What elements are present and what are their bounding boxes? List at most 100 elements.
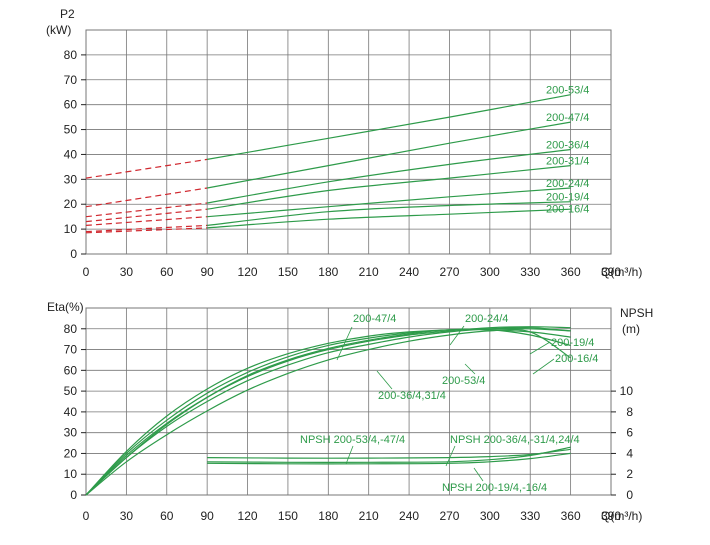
label-200-47: 200-47/4 [353,313,396,325]
y2-axis-label: NPSH [620,306,653,320]
x-tick-label: 360 [561,265,581,279]
x-tick-label: 120 [238,509,258,523]
x-axis-label: Q(m³/h) [601,265,642,279]
series-dashed-200-47/4 [85,187,208,208]
efficiency-npsh-chart: 0 30 60 90 120 150 180 210 240 270 300 330 360 390010… [47,300,653,523]
x-tick-label: 0 [83,265,90,279]
leader-npsh-b [445,445,456,467]
series-label-200-36/4: 200-36/4 [546,139,589,151]
x-tick-label: 300 [480,265,500,279]
series-label-200-16/4: 200-16/4 [546,204,589,216]
series-label-200-53/4: 200-53/4 [546,85,589,97]
leader-npsh-c [473,467,484,482]
power-chart: 200-53/4 200-47/4 200-36/4 200-31/4 200-24/4… [46,7,642,279]
y2-tick-label: 0 [626,488,633,502]
leader-200-53 [464,363,476,375]
series-line-200-53/4 [85,328,571,496]
series-line-200-53/4 [207,94,571,160]
y-tick-label: 10 [64,222,78,236]
x-tick-label: 180 [318,509,338,523]
y-tick-label: 80 [64,322,78,336]
leader-200-36 [376,370,393,390]
label-200-24: 200-24/4 [465,313,508,325]
leader-200-16 [532,358,555,375]
x-tick-label: 30 [120,265,134,279]
label-npsh-b: NPSH 200-36/4,-31/4,24/4 [450,434,580,446]
x-tick-label: 390 [601,509,621,523]
x-tick-label: 0 [83,509,90,523]
series-label-200-19/4: 200-19/4 [546,192,589,204]
series-dashed-200-19/4 [85,224,208,233]
callouts: 200-47/4 200-24/4 200-19/4 200-16/4 200-… [300,313,598,494]
label-npsh-c: NPSH 200-19/4,-16/4 [442,482,547,494]
y-tick-label: 0 [70,488,77,502]
label-200-36: 200-36/4,31/4 [378,390,446,402]
y2-tick-label: 8 [626,405,633,419]
x-axis-label: Q(m³/h) [601,509,642,523]
y2-tick-label: 4 [626,446,633,460]
label-npsh-a: NPSH 200-53/4,-47/4 [300,434,405,446]
label-200-19: 200-19/4 [551,337,594,349]
label-200-16: 200-16/4 [555,353,598,365]
leader-npsh-a [345,445,354,465]
leader-200-19 [529,341,551,355]
series-dashed-200-53/4 [85,158,208,179]
series-line-200-36/4 [207,148,571,204]
x-tick-label: 240 [399,265,419,279]
x-tick-label: 330 [520,265,540,279]
y-tick-label: 70 [64,73,78,87]
x-tick-label: 90 [200,509,214,523]
series-line-200-16/4 [85,327,571,496]
x-tick-label: 90 [200,265,214,279]
y-tick-label: 50 [64,384,78,398]
x-tick-label: 240 [399,509,419,523]
series-line-NPSH 200-19/4,-16/4 [207,452,571,465]
y-tick-label: 70 [64,343,78,357]
x-tick-label: 270 [439,265,459,279]
y-tick-label: 10 [64,467,78,481]
y-tick-label: 50 [64,123,78,137]
y2-tick-label: 10 [620,384,634,398]
y-axis-unit: (kW) [46,23,71,37]
series-label-200-47/4: 200-47/4 [546,112,589,124]
series-line-200-19/4 [207,201,571,226]
series-dashed-200-36/4 [85,202,208,218]
x-tick-label: 210 [359,265,379,279]
series-line-200-16/4 [207,208,571,229]
y-axis-label: Eta(%) [47,300,84,314]
series-label-200-31/4: 200-31/4 [546,156,589,168]
leader-200-24 [449,325,465,346]
series-line-NPSH 200-53/4,-47/4 [207,448,571,459]
y-axis-label: P2 [60,7,75,21]
x-tick-label: 150 [278,509,298,523]
x-tick-label: 210 [359,509,379,523]
series-line-200-24/4 [207,187,571,218]
label-200-53: 200-53/4 [442,375,485,387]
y-tick-label: 20 [64,197,78,211]
x-tick-label: 330 [520,509,540,523]
series-line-200-36/4,31/4 [85,328,571,496]
y-tick-label: 30 [64,426,78,440]
y-tick-label: 40 [64,147,78,161]
series-line-200-47/4 [207,121,571,189]
x-tick-label: 30 [120,509,134,523]
series-dashed-200-16/4 [85,227,208,234]
x-tick-label: 60 [160,265,174,279]
y2-tick-label: 2 [626,467,633,481]
plot-frame [85,29,612,255]
x-tick-label: 300 [480,509,500,523]
x-tick-label: 180 [318,265,338,279]
y-tick-label: 30 [64,172,78,186]
series-line-NPSH 200-36/4,-31/4,24/4 [207,446,571,463]
series-dashed-200-31/4 [85,208,208,223]
series-line-200-19/4 [85,326,571,496]
y-tick-label: 0 [70,247,77,261]
plot-frame [85,307,612,496]
y-tick-label: 40 [64,405,78,419]
y-tick-label: 80 [64,48,78,62]
series-line-200-31/4 [207,165,571,210]
x-tick-label: 360 [561,509,581,523]
x-tick-label: 270 [439,509,459,523]
y-tick-label: 20 [64,446,78,460]
